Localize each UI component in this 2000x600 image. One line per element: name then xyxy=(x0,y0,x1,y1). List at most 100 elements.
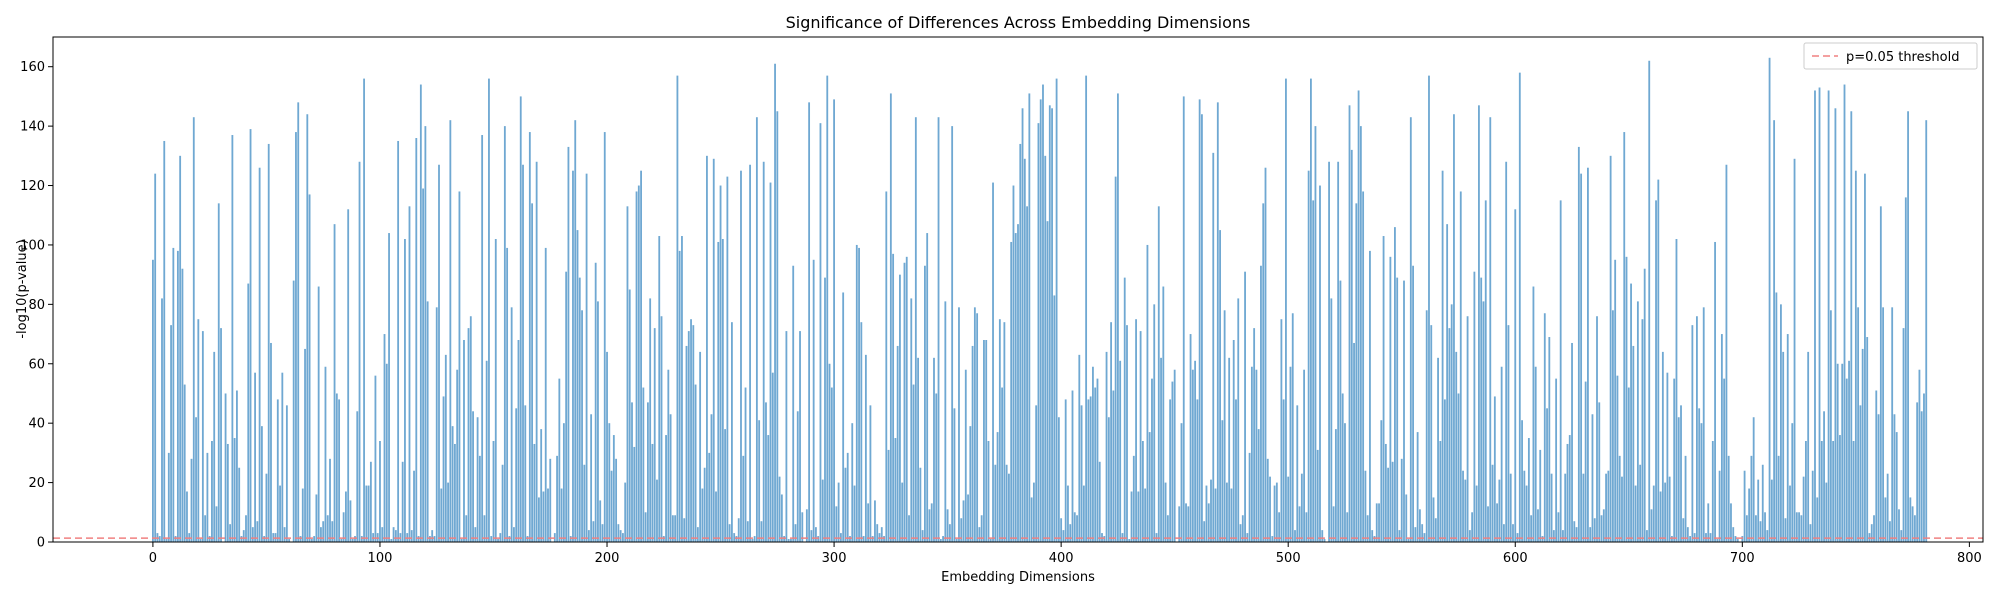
bar xyxy=(1087,399,1090,542)
bar xyxy=(528,132,531,542)
bar xyxy=(1305,512,1308,542)
bar xyxy=(1412,265,1414,542)
bar xyxy=(1736,539,1739,542)
bar xyxy=(354,536,356,542)
bar xyxy=(1062,530,1065,542)
bar xyxy=(497,539,499,542)
bar xyxy=(1843,84,1846,542)
bar xyxy=(1448,328,1451,542)
bar xyxy=(715,491,717,542)
bar xyxy=(1918,369,1921,542)
bar xyxy=(363,78,365,542)
bar xyxy=(855,244,858,542)
bar xyxy=(587,530,590,542)
bar xyxy=(1300,473,1303,542)
bar xyxy=(1382,236,1385,542)
bar xyxy=(1566,443,1569,542)
bar xyxy=(992,182,994,542)
bar xyxy=(683,518,686,542)
bar xyxy=(796,411,799,542)
bar xyxy=(524,405,527,542)
bar xyxy=(1475,485,1478,542)
bar xyxy=(415,138,418,542)
bar xyxy=(517,340,520,542)
bar xyxy=(969,426,972,542)
bar xyxy=(1278,512,1281,542)
bar xyxy=(1895,432,1898,542)
bar xyxy=(1348,105,1351,542)
bar xyxy=(1384,443,1387,542)
bar xyxy=(826,75,829,543)
bar xyxy=(247,283,250,542)
bar xyxy=(558,378,561,542)
bar xyxy=(1459,191,1462,542)
bar xyxy=(1103,536,1106,542)
bar xyxy=(1907,111,1909,542)
bar xyxy=(644,512,647,542)
bar xyxy=(1078,354,1081,542)
bar xyxy=(204,515,207,542)
bar xyxy=(304,348,306,542)
bar xyxy=(345,491,347,542)
bar xyxy=(1582,473,1585,542)
bar xyxy=(1366,515,1369,542)
bar xyxy=(1042,84,1044,542)
bar xyxy=(1478,105,1480,542)
bar xyxy=(485,360,488,542)
bar xyxy=(1521,420,1523,542)
bar xyxy=(1743,470,1746,542)
bar xyxy=(619,530,622,542)
bar xyxy=(964,369,967,542)
bar xyxy=(896,345,899,542)
bar xyxy=(1071,390,1074,542)
bar xyxy=(603,132,606,542)
bar xyxy=(263,536,266,542)
bar xyxy=(799,331,801,542)
bar xyxy=(883,536,885,542)
bar xyxy=(1770,479,1773,542)
bar xyxy=(1189,334,1192,542)
bar xyxy=(649,298,652,542)
bar xyxy=(1577,146,1580,542)
bar xyxy=(565,271,568,542)
bar xyxy=(740,170,742,542)
bar xyxy=(862,536,865,542)
bar xyxy=(1269,476,1271,542)
bar xyxy=(394,530,397,542)
bar xyxy=(1369,250,1371,542)
bar xyxy=(356,411,359,542)
bar xyxy=(560,488,563,542)
bar xyxy=(1587,167,1589,542)
bar xyxy=(397,140,400,542)
bar xyxy=(585,173,588,542)
bar xyxy=(1450,304,1453,542)
bar xyxy=(1550,473,1553,542)
bar xyxy=(1714,241,1716,542)
bar xyxy=(760,521,763,542)
bar xyxy=(1571,342,1573,542)
bar xyxy=(989,539,992,542)
bar xyxy=(1132,455,1135,542)
bar xyxy=(1839,435,1841,542)
bar xyxy=(1850,111,1853,542)
bar xyxy=(1873,515,1875,542)
bar xyxy=(453,443,456,542)
bar xyxy=(612,435,615,542)
bar xyxy=(226,443,229,542)
bar xyxy=(935,393,938,542)
bar xyxy=(1677,417,1680,542)
bar xyxy=(971,345,974,542)
bar xyxy=(1784,518,1787,542)
bar xyxy=(946,509,949,542)
bar xyxy=(926,233,929,542)
bar xyxy=(326,515,329,542)
bar xyxy=(721,239,724,542)
bar xyxy=(1916,402,1919,542)
bar xyxy=(1618,455,1621,542)
bar xyxy=(569,536,572,542)
bar xyxy=(306,114,309,543)
bar xyxy=(1394,227,1396,542)
bar xyxy=(1700,423,1703,542)
bar xyxy=(369,461,372,542)
